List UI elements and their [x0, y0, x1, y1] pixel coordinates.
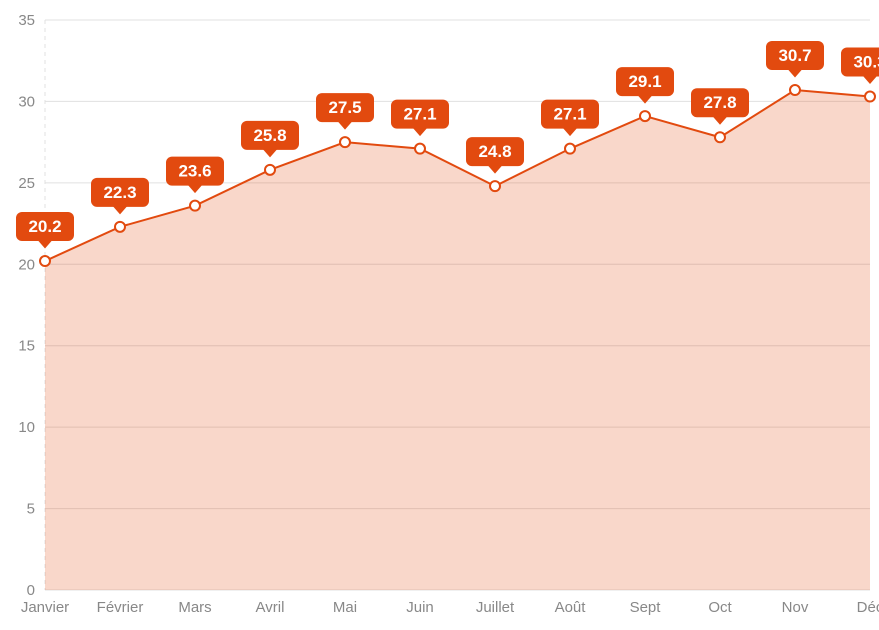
value-bubble-label: 27.5: [328, 98, 361, 117]
x-tick-label: Février: [97, 599, 144, 616]
x-tick-label: Août: [555, 599, 587, 616]
data-point: [115, 222, 125, 232]
value-bubble-label: 30.7: [778, 46, 811, 65]
value-bubble: 24.8: [466, 137, 524, 174]
x-tick-label: Déc: [857, 599, 879, 616]
value-bubble-label: 22.3: [103, 183, 136, 202]
value-bubble-label: 27.8: [703, 93, 736, 112]
y-tick-label: 25: [18, 175, 35, 192]
x-tick-label: Janvier: [21, 599, 69, 616]
data-point: [640, 111, 650, 121]
x-tick-label: Avril: [256, 599, 285, 616]
data-point: [490, 181, 500, 191]
data-point: [415, 144, 425, 154]
value-bubble: 30.3: [841, 48, 879, 84]
data-point: [565, 144, 575, 154]
value-bubble-label: 23.6: [178, 162, 211, 181]
value-bubble: 25.8: [241, 121, 299, 157]
x-tick-label: Nov: [782, 599, 809, 616]
x-tick-label: Mai: [333, 599, 357, 616]
value-bubble: 23.6: [166, 157, 224, 194]
data-point: [40, 256, 50, 266]
y-tick-label: 35: [18, 12, 35, 29]
y-tick-label: 5: [27, 501, 35, 518]
value-bubble-label: 29.1: [628, 72, 661, 91]
value-bubble-label: 27.1: [553, 105, 586, 124]
x-tick-label: Juin: [406, 599, 434, 616]
x-tick-label: Oct: [708, 599, 732, 616]
y-tick-label: 10: [18, 419, 35, 436]
value-bubble: 27.1: [391, 100, 449, 137]
value-bubble-label: 20.2: [28, 217, 61, 236]
data-point: [715, 132, 725, 142]
x-tick-label: Mars: [178, 599, 211, 616]
y-tick-label: 20: [18, 256, 35, 273]
monthly-area-chart: 0 5 10 15 20 25 30 35 Janvier Février Mars Avril Mai…: [0, 0, 879, 630]
data-point: [265, 165, 275, 175]
x-tick-label: Juillet: [476, 599, 515, 616]
chart-svg: 0 5 10 15 20 25 30 35 Janvier Février Mars Avril Mai…: [0, 0, 879, 630]
x-tick-label: Sept: [630, 599, 662, 616]
y-tick-label: 15: [18, 338, 35, 355]
value-bubble: 27.5: [316, 93, 374, 129]
y-tick-label: 30: [18, 93, 35, 110]
value-bubble: 29.1: [616, 67, 674, 104]
data-point: [340, 137, 350, 147]
value-bubble: 27.8: [691, 88, 749, 125]
value-bubble: 22.3: [91, 178, 149, 215]
value-bubble: 27.1: [541, 100, 599, 137]
value-bubble-label: 24.8: [478, 142, 511, 161]
data-point: [190, 201, 200, 211]
value-bubble-label: 25.8: [253, 126, 286, 145]
value-bubble: 30.7: [766, 41, 824, 78]
value-bubble: 20.2: [16, 212, 74, 249]
value-bubble-label: 30.3: [853, 53, 879, 72]
value-bubble-label: 27.1: [403, 105, 436, 124]
data-point: [865, 92, 875, 102]
y-tick-label: 0: [27, 582, 35, 599]
data-point: [790, 85, 800, 95]
